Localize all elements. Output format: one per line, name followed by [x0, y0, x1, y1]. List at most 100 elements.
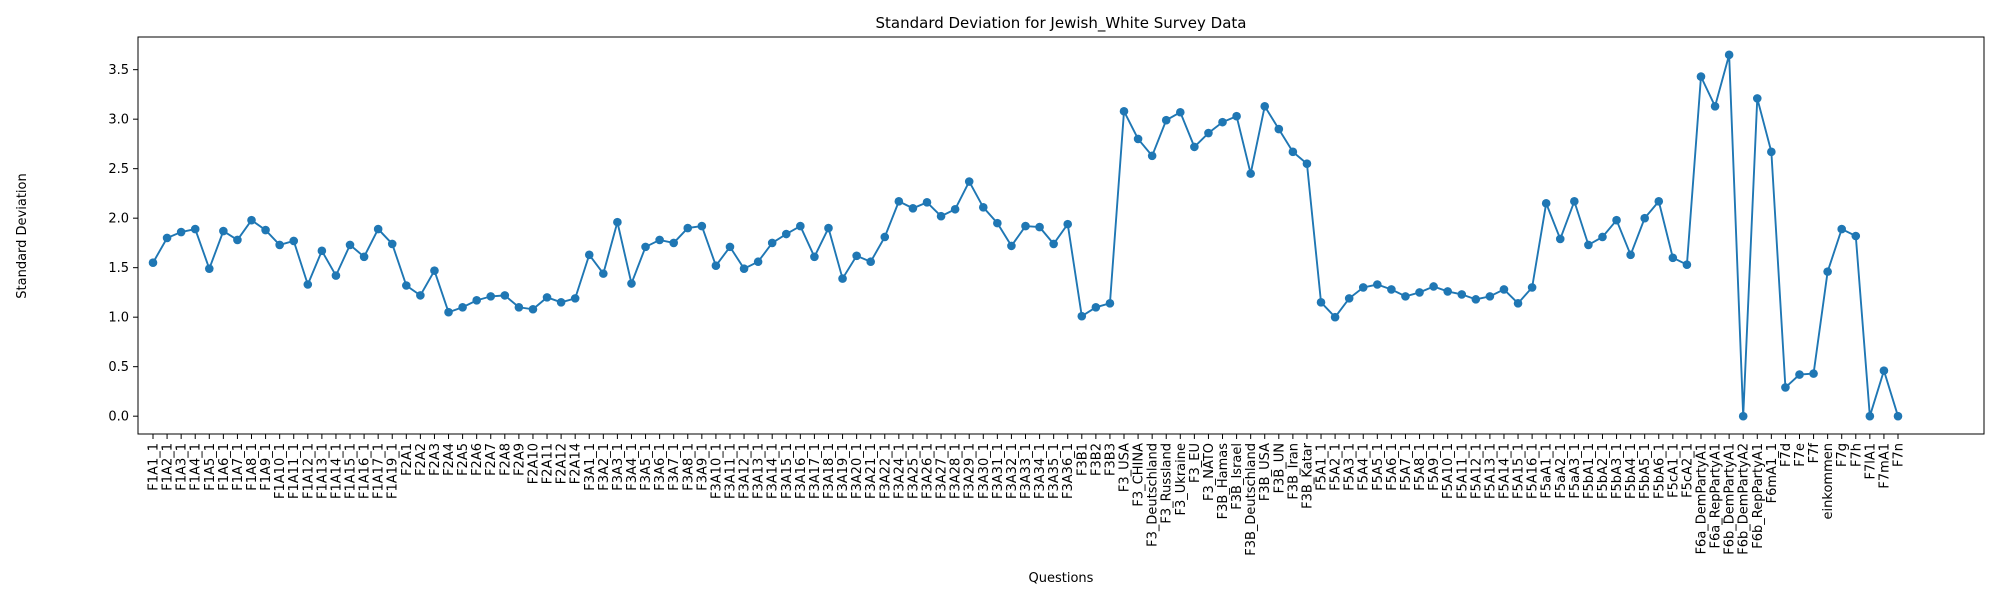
x-tick-label: F1A16_1	[358, 443, 373, 499]
x-tick-label: F3A28_1	[949, 443, 964, 499]
data-point	[584, 250, 594, 260]
x-tick-label: F1A19_1	[386, 443, 401, 499]
x-tick-label: F5A2_1	[1329, 443, 1344, 491]
data-point	[1204, 128, 1213, 138]
y-axis-label: Standard Deviation	[15, 173, 30, 298]
data-point	[176, 227, 186, 237]
data-point	[1133, 134, 1143, 144]
x-tick-label: F3A6_1	[653, 443, 668, 491]
x-tick-label: F1A1_1	[147, 443, 162, 491]
data-point	[1260, 102, 1270, 111]
y-tick-label: 2.0	[108, 212, 129, 227]
x-tick-label: F3A18_1	[822, 443, 837, 499]
data-point	[345, 240, 355, 250]
x-tick-label: F3A33_1	[1019, 443, 1034, 499]
data-point	[1316, 298, 1326, 307]
data-point	[1809, 369, 1818, 378]
x-tick-label: F2A9	[512, 443, 527, 476]
x-tick-label: F3B3	[1103, 443, 1118, 476]
data-point	[247, 215, 256, 225]
x-tick-label: F5A5_1	[1371, 443, 1386, 491]
data-point	[894, 197, 904, 206]
x-tick-label: F3_EU	[1188, 443, 1203, 483]
x-tick-label: F1A17_1	[372, 443, 387, 499]
x-tick-label: F1A13_1	[315, 443, 330, 499]
x-tick-label: F5bA6_1	[1652, 443, 1667, 499]
x-tick-label: F3A32_1	[1005, 443, 1020, 499]
data-point	[824, 223, 833, 233]
data-point	[1387, 285, 1396, 294]
x-tick-label: F5A6_1	[1385, 443, 1400, 491]
x-tick-label: F6b_RepPartyA1	[1751, 443, 1766, 549]
x-tick-label: F1A7_1	[231, 443, 246, 491]
x-tick-label: F2A7	[484, 443, 499, 476]
x-tick-label: F3_Ukraine	[1174, 443, 1189, 515]
data-point	[1007, 241, 1016, 251]
data-point	[1640, 213, 1649, 223]
x-tick-label: F6a_RepPartyA1	[1709, 443, 1724, 548]
data-point	[627, 279, 636, 288]
x-tick-label: F2A6	[470, 443, 485, 476]
data-point	[1373, 280, 1382, 289]
data-point	[1429, 282, 1438, 291]
x-tick-label: F2A10	[526, 443, 541, 484]
data-point	[767, 238, 777, 248]
data-point	[289, 236, 299, 246]
data-point	[373, 224, 383, 234]
x-tick-label: F5aA1_1	[1540, 443, 1555, 499]
data-point	[1105, 299, 1115, 308]
x-tick-label: F7mA1	[1877, 443, 1892, 489]
x-tick-label: F2A11	[541, 443, 556, 484]
x-tick-label: F3_NATO	[1202, 443, 1217, 501]
x-tick-label: F3B_Hamas	[1216, 443, 1231, 520]
y-tick-label: 1.5	[108, 261, 129, 276]
x-tick-label: F3B_Iran	[1286, 443, 1301, 500]
data-point	[922, 198, 932, 207]
data-point	[1626, 250, 1635, 260]
x-tick-label: F1A15_1	[344, 443, 359, 499]
x-tick-label: F3A12_1	[738, 443, 753, 499]
x-tick-label: F1A9_1	[259, 443, 274, 491]
x-tick-label: F2A5	[456, 443, 471, 476]
data-point	[613, 217, 622, 227]
x-tick-label: F3_USA	[1118, 443, 1133, 492]
data-point	[1471, 295, 1481, 304]
x-tick-label: F1A3_1	[175, 443, 190, 491]
x-tick-label: F3B1	[1075, 443, 1090, 476]
data-point	[359, 252, 369, 262]
x-tick-label: F3A3_1	[611, 443, 626, 491]
data-point	[1077, 311, 1087, 321]
data-point	[204, 264, 214, 273]
x-tick-label: F3A31_1	[991, 443, 1006, 499]
data-point	[233, 235, 242, 245]
y-tick-label: 3.0	[108, 113, 129, 128]
data-point	[936, 211, 946, 221]
x-tick-label: F3_Deutschland	[1146, 443, 1161, 547]
x-axis-label: Questions	[1029, 571, 1094, 586]
x-tick-label: F3A16_1	[794, 443, 809, 499]
data-point	[641, 242, 650, 252]
x-tick-label: F3A7_1	[667, 443, 682, 491]
data-point	[1710, 102, 1720, 111]
x-tick-label: F3A21_1	[864, 443, 879, 499]
x-tick-label: F2A14	[569, 443, 584, 484]
data-point	[458, 302, 467, 312]
data-point	[1274, 124, 1284, 134]
data-point	[1246, 169, 1255, 178]
data-point	[1781, 383, 1790, 392]
data-point	[1893, 411, 1903, 421]
x-tick-label: F3B2	[1089, 443, 1104, 476]
chart-title: Standard Deviation for Jewish_White Surv…	[876, 14, 1247, 33]
y-tick-label: 0.5	[108, 360, 129, 375]
x-tick-label: F1A10_1	[273, 443, 288, 499]
data-point	[430, 266, 439, 275]
data-point	[387, 239, 397, 249]
x-tick-label: F2A3	[428, 443, 443, 476]
x-tick-label: F5A11_1	[1455, 443, 1470, 499]
data-point	[331, 271, 341, 280]
x-tick-label: F3A36_1	[1061, 443, 1076, 499]
x-tick-label: F7h	[1849, 443, 1864, 467]
data-point	[838, 274, 847, 283]
data-point	[1147, 151, 1157, 161]
x-tick-label: F7e	[1793, 443, 1808, 467]
